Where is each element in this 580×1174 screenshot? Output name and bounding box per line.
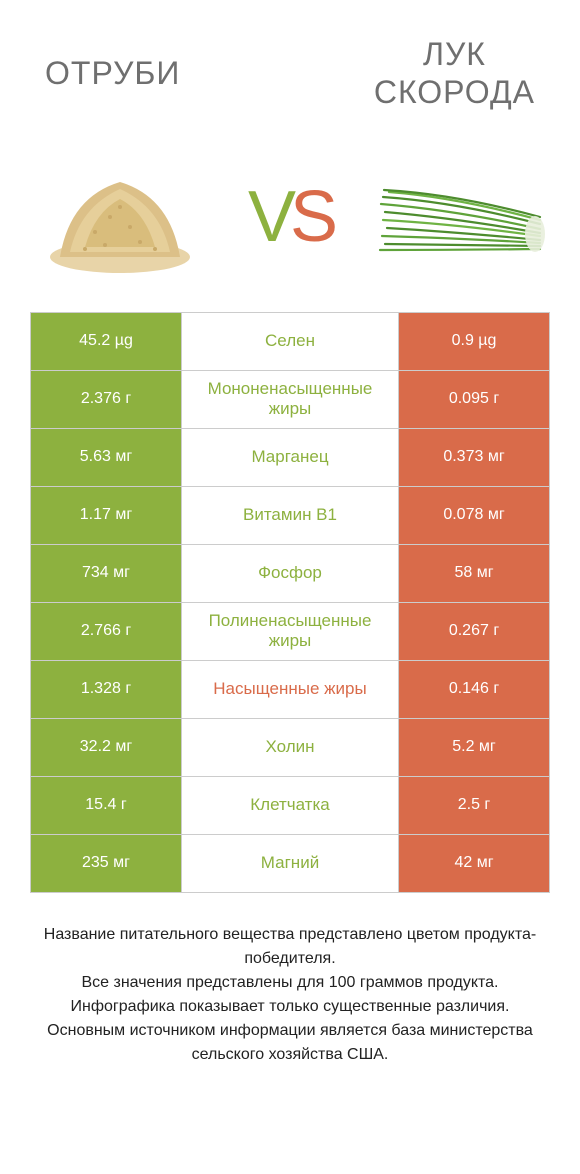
cell-nutrient-name: Селен [182,313,398,370]
bran-icon [40,157,200,277]
cell-right-value: 5.2 мг [398,719,549,776]
footer-line: Все значения представлены для 100 граммо… [25,971,555,995]
table-row: 2.766 гПолиненасыщенные жиры0.267 г [31,603,549,661]
chives-icon [375,162,545,272]
table-row: 2.376 гМононенасыщенные жиры0.095 г [31,371,549,429]
cell-nutrient-name: Мононенасыщенные жиры [182,371,398,428]
nutrition-table: 45.2 µgСелен0.9 µg2.376 гМононенасыщенны… [30,312,550,893]
table-row: 45.2 µgСелен0.9 µg [31,313,549,371]
image-chives [375,152,545,282]
table-row: 5.63 мгМарганец0.373 мг [31,429,549,487]
vs-v: V [248,177,290,257]
table-row: 1.17 мгВитамин B10.078 мг [31,487,549,545]
footer-line: Название питательного вещества представл… [25,923,555,971]
cell-left-value: 45.2 µg [31,313,182,370]
cell-right-value: 0.9 µg [398,313,549,370]
cell-right-value: 0.095 г [398,371,549,428]
cell-left-value: 2.376 г [31,371,182,428]
cell-right-value: 2.5 г [398,777,549,834]
title-left: ОТРУБИ [45,54,180,92]
cell-nutrient-name: Полиненасыщенные жиры [182,603,398,660]
footer-text: Название питательного вещества представл… [0,893,580,1067]
image-bran [35,152,205,282]
table-row: 1.328 гНасыщенные жиры0.146 г [31,661,549,719]
cell-left-value: 15.4 г [31,777,182,834]
titles-row: ОТРУБИ ЛУКСКОРОДА [0,0,580,112]
table-row: 235 мгМагний42 мг [31,835,549,892]
table-row: 15.4 гКлетчатка2.5 г [31,777,549,835]
cell-left-value: 2.766 г [31,603,182,660]
cell-nutrient-name: Фосфор [182,545,398,602]
cell-nutrient-name: Магний [182,835,398,892]
cell-right-value: 42 мг [398,835,549,892]
cell-left-value: 5.63 мг [31,429,182,486]
cell-right-value: 0.078 мг [398,487,549,544]
cell-right-value: 0.146 г [398,661,549,718]
cell-nutrient-name: Клетчатка [182,777,398,834]
images-row: VS [0,112,580,312]
cell-nutrient-name: Насыщенные жиры [182,661,398,718]
cell-nutrient-name: Витамин B1 [182,487,398,544]
cell-nutrient-name: Холин [182,719,398,776]
cell-left-value: 235 мг [31,835,182,892]
footer-line: Инфографика показывает только существенн… [25,995,555,1019]
table-row: 734 мгФосфор58 мг [31,545,549,603]
footer-line: Основным источником информации является … [25,1019,555,1067]
cell-left-value: 32.2 мг [31,719,182,776]
cell-nutrient-name: Марганец [182,429,398,486]
vs-s: S [290,177,332,257]
cell-right-value: 0.373 мг [398,429,549,486]
table-row: 32.2 мгХолин5.2 мг [31,719,549,777]
cell-left-value: 734 мг [31,545,182,602]
vs-label: VS [248,176,332,258]
cell-left-value: 1.328 г [31,661,182,718]
infographic-root: ОТРУБИ ЛУКСКОРОДА VS [0,0,580,1097]
title-right: ЛУКСКОРОДА [374,35,535,112]
cell-left-value: 1.17 мг [31,487,182,544]
cell-right-value: 0.267 г [398,603,549,660]
cell-right-value: 58 мг [398,545,549,602]
